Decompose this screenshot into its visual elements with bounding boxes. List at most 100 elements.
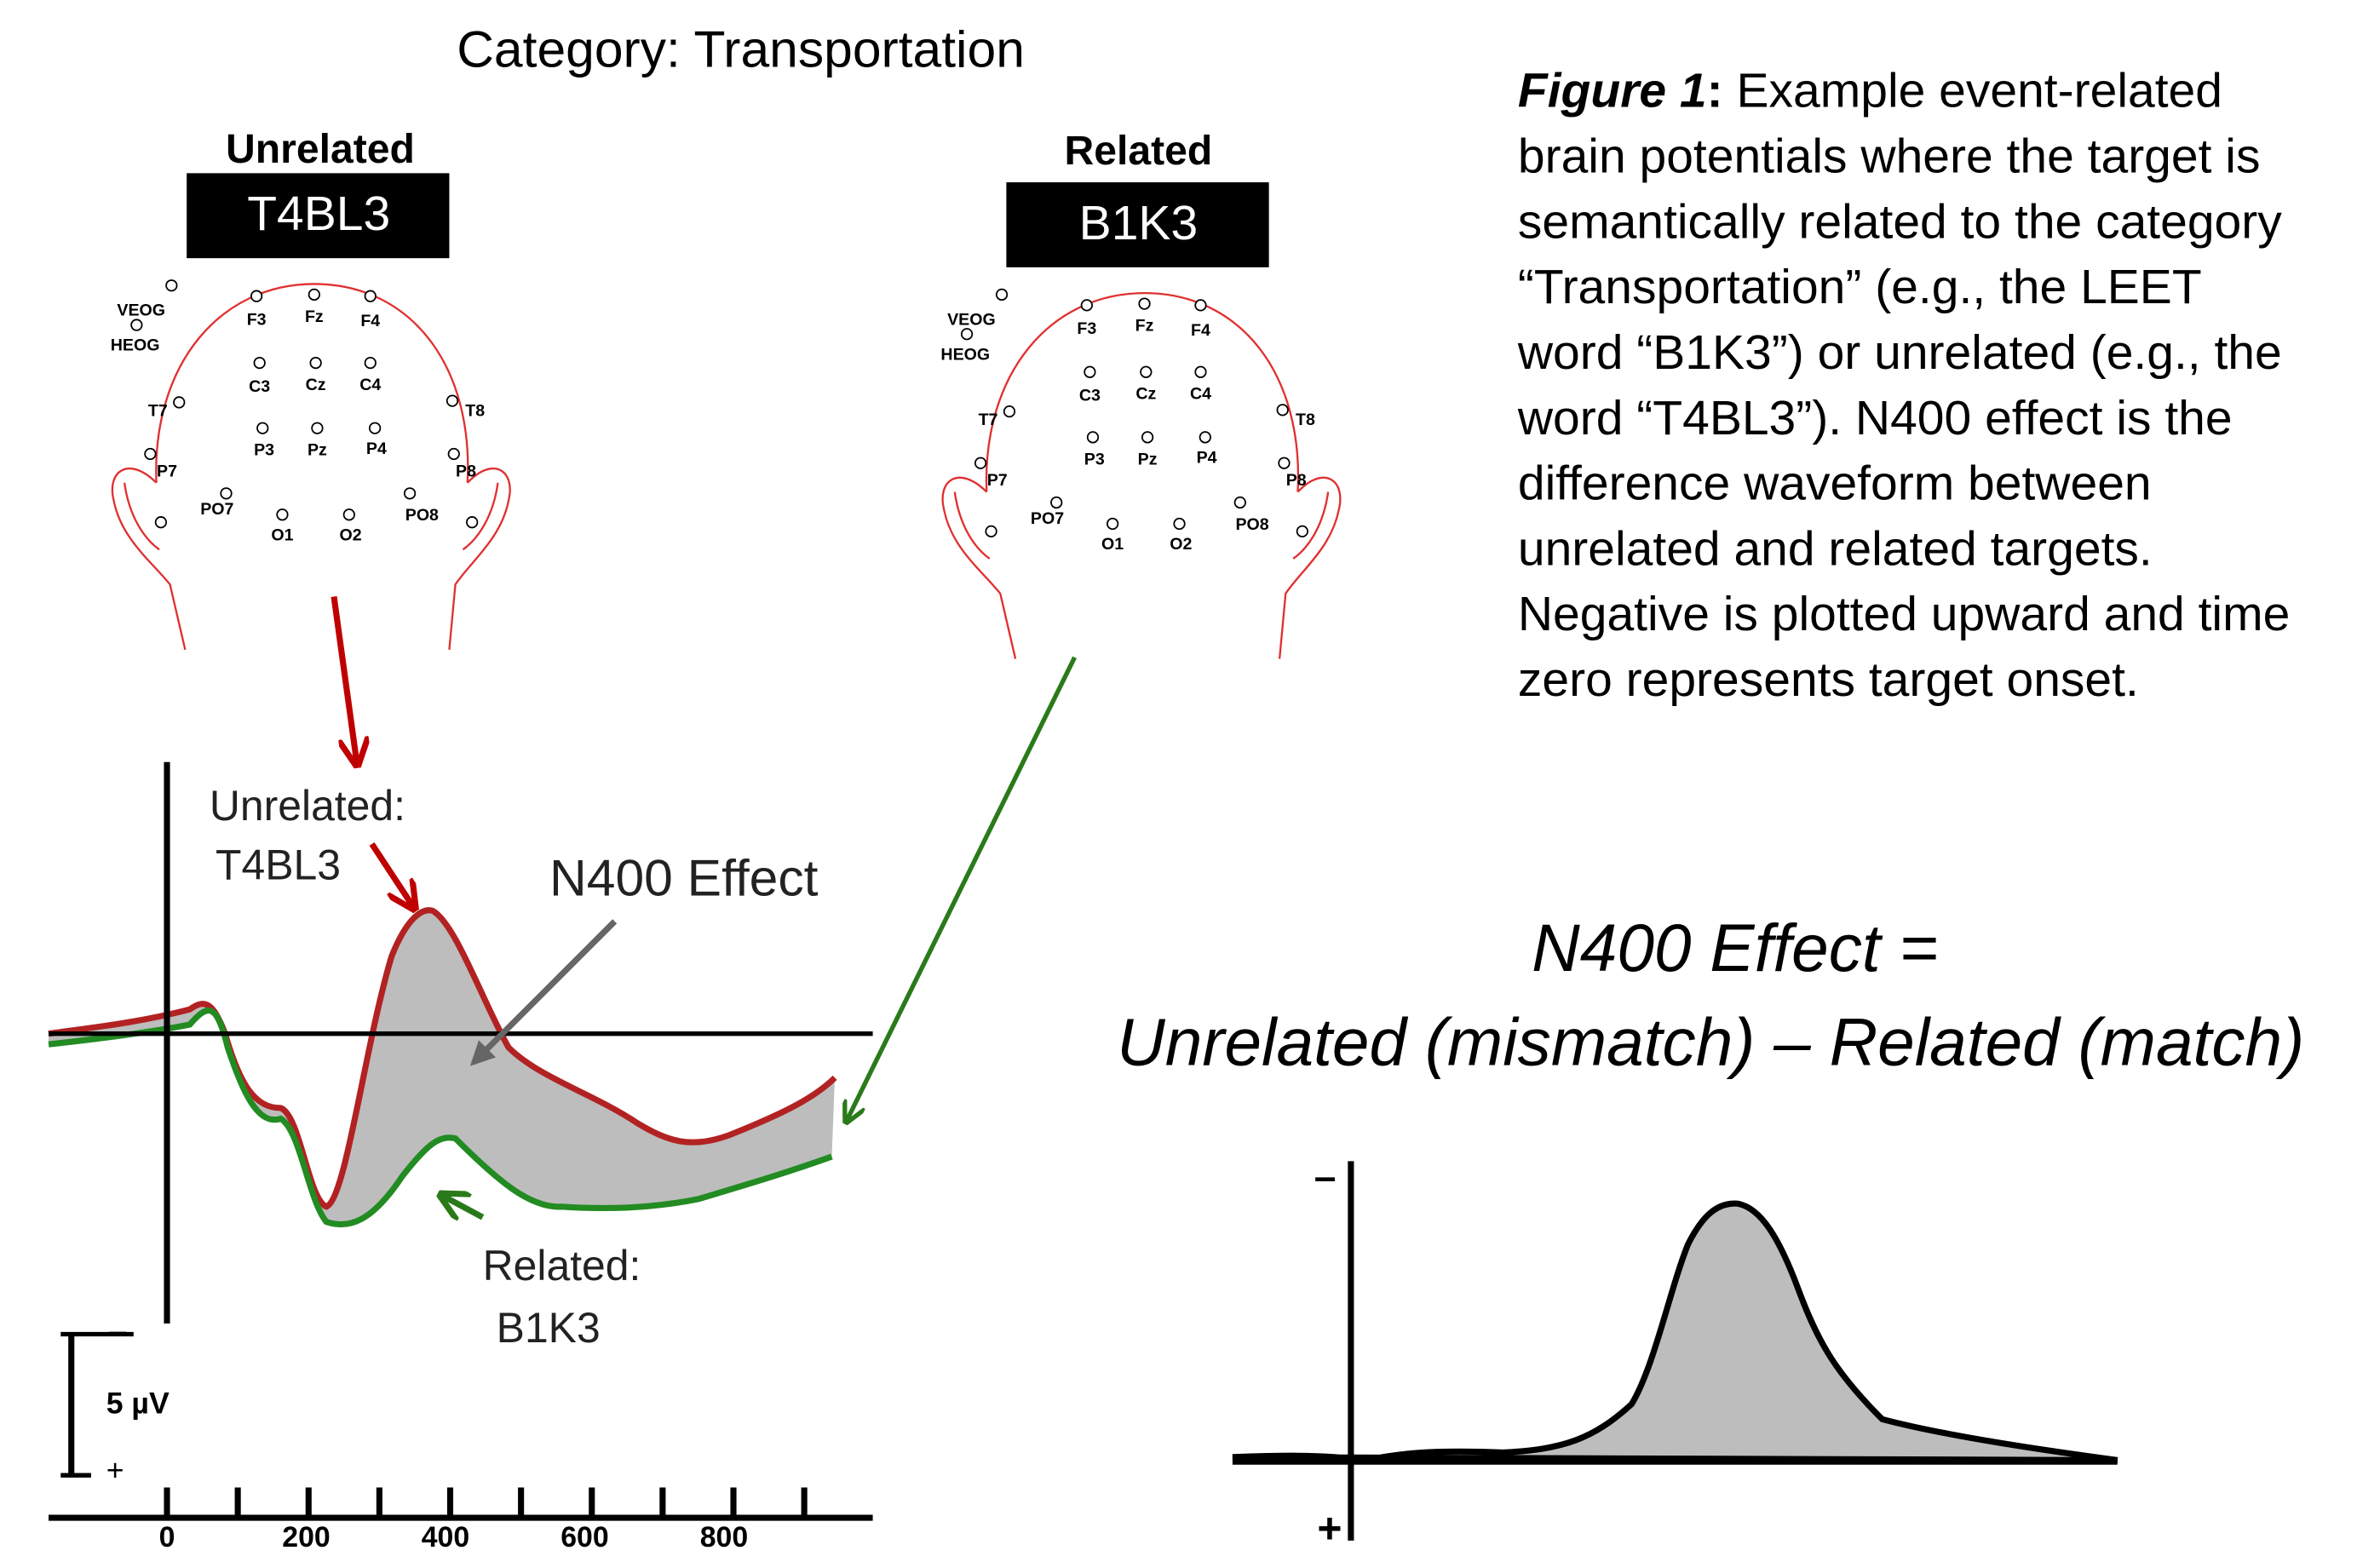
arrow-grey	[474, 922, 615, 1063]
electrode	[1195, 367, 1205, 377]
electrode-label: Fz	[305, 307, 324, 326]
electrode	[309, 290, 319, 300]
electrode-label: P3	[1084, 450, 1105, 468]
electrode-label: T7	[148, 401, 168, 420]
ear	[449, 468, 509, 650]
arrow-red	[334, 597, 357, 762]
caption-label: Figure 1	[1518, 64, 1707, 118]
ear-inner	[463, 483, 497, 549]
electrode	[131, 319, 141, 330]
electrode-label: PO8	[1235, 515, 1268, 534]
electrode	[1200, 432, 1210, 442]
electrode	[962, 329, 972, 339]
x-tick-label: 0	[159, 1521, 175, 1553]
equation-line: Unrelated (mismatch) – Related (match)	[1117, 1004, 2304, 1079]
erp-plot: – + 5 µV Unrelated: T4BL3 N400 Effect Re…	[49, 762, 873, 1553]
electrode	[166, 280, 176, 290]
electrode	[1141, 367, 1151, 377]
electrode-label: C3	[1079, 386, 1101, 405]
plus-sign: +	[1317, 1504, 1342, 1552]
difference-plot: – +	[1233, 1154, 2118, 1552]
electrode	[257, 422, 267, 433]
ear-inner	[124, 483, 159, 549]
electrode	[1082, 300, 1092, 310]
electrode	[986, 526, 996, 537]
electrode	[310, 358, 320, 368]
electrode-label: HEOG	[940, 345, 990, 364]
ear	[112, 468, 185, 650]
ear-inner	[955, 492, 990, 559]
unrelated-word: T4BL3	[216, 841, 341, 889]
electrode-label: P8	[456, 462, 476, 481]
electrode	[1277, 405, 1287, 415]
electrode-label: F4	[1191, 321, 1210, 340]
electrode-label: Pz	[1138, 450, 1158, 468]
electrode	[370, 422, 380, 433]
electrode-label: O2	[1170, 535, 1192, 554]
head-related: Related B1K3 VEOGHEOGF3FzF4C3CzC4T7T8P3P…	[940, 128, 1340, 659]
caption-line: “Transportation” (e.g., the LEET	[1518, 260, 2202, 314]
electrode	[344, 509, 354, 520]
electrode-label: F4	[360, 312, 380, 330]
related-word: B1K3	[497, 1304, 601, 1352]
electrode-label: T7	[979, 411, 998, 429]
electrode	[449, 449, 459, 459]
electrode-label: O2	[340, 525, 362, 544]
difference-wave	[1233, 1203, 2118, 1460]
x-tick-label: 600	[561, 1521, 608, 1553]
caption-line: Figure 1: Example event-related	[1518, 64, 2222, 118]
electrode-label: F3	[1077, 319, 1096, 338]
electrode	[1051, 497, 1061, 508]
x-tick-label: 200	[282, 1521, 330, 1553]
electrode	[156, 517, 166, 527]
electrode	[1139, 298, 1149, 308]
category-title: Category: Transportation	[457, 20, 1025, 78]
electrode	[1195, 300, 1205, 310]
x-tick-label: 400	[422, 1521, 469, 1553]
electrode	[1235, 497, 1245, 508]
electrode-label: PO7	[200, 500, 233, 519]
electrode-label: T8	[1296, 411, 1315, 429]
caption-line: word “B1K3”) or unrelated (e.g., the	[1517, 325, 2282, 380]
arrow-green	[443, 1196, 482, 1217]
caption-line: unrelated and related targets.	[1518, 521, 2153, 576]
caption-line: semantically related to the category	[1518, 194, 2282, 249]
electrode-label: T8	[465, 401, 485, 420]
electrode	[1279, 457, 1289, 468]
caption-line: Negative is plotted upward and time	[1518, 587, 2290, 641]
caption-line: difference waveform between	[1518, 457, 2152, 511]
electrode	[145, 449, 155, 459]
electrode	[1297, 526, 1308, 537]
electrode	[1174, 519, 1184, 529]
electrode-label: P4	[366, 439, 387, 458]
equation-line: N400 Effect =	[1532, 910, 1938, 985]
electrode	[1088, 432, 1098, 442]
electrode	[277, 509, 287, 520]
caption-line: zero represents target onset.	[1518, 652, 2139, 707]
caption-separator: :	[1707, 64, 1723, 118]
electrode-label: P7	[157, 462, 177, 481]
electrode	[1107, 519, 1118, 529]
figure: Category: Transportation Unrelated T4BL3…	[0, 0, 2380, 1562]
electrode-label: C4	[1190, 385, 1211, 404]
scale-plus: +	[106, 1453, 124, 1487]
electrode-label: PO7	[1031, 509, 1064, 528]
arrow-green	[847, 658, 1074, 1120]
ear-inner	[1293, 492, 1328, 559]
electrode	[312, 422, 322, 433]
electrode-label: P4	[1197, 449, 1217, 468]
electrode-label: Cz	[1135, 385, 1156, 404]
head-label: Related	[1065, 128, 1213, 174]
scale-label: 5 µV	[106, 1387, 170, 1421]
ear	[943, 478, 1015, 659]
electrode	[447, 395, 457, 405]
electrode	[221, 488, 231, 498]
electrode	[975, 457, 986, 468]
effect-label: N400 Effect	[549, 848, 819, 906]
electrode	[1084, 367, 1095, 377]
electrode-label: VEOG	[117, 301, 165, 320]
electrode	[254, 358, 264, 368]
electrode	[997, 290, 1007, 300]
electrode-label: Cz	[306, 376, 326, 394]
